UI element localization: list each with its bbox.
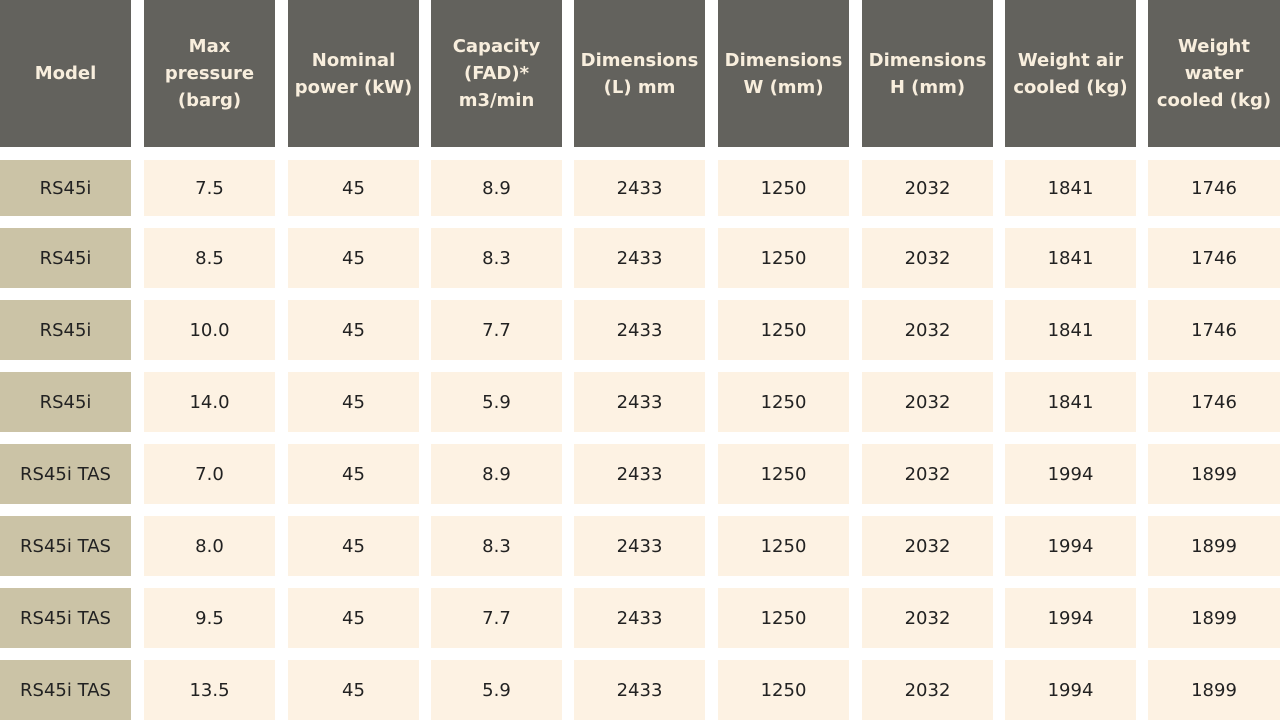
value-cell: 2032 xyxy=(862,300,993,360)
value-cell: 1746 xyxy=(1148,372,1280,432)
value-cell: 1899 xyxy=(1148,516,1280,576)
value-cell: 8.5 xyxy=(144,228,275,288)
value-cell: 2032 xyxy=(862,372,993,432)
model-cell: RS45i xyxy=(0,228,131,288)
value-cell: 1841 xyxy=(1005,300,1136,360)
value-cell: 2433 xyxy=(574,516,705,576)
value-cell: 1994 xyxy=(1005,444,1136,504)
value-cell: 1746 xyxy=(1148,300,1280,360)
value-cell: 1994 xyxy=(1005,660,1136,720)
value-cell: 8.9 xyxy=(431,444,562,504)
model-cell: RS45i TAS xyxy=(0,588,131,648)
value-cell: 1841 xyxy=(1005,160,1136,216)
value-cell: 2433 xyxy=(574,444,705,504)
value-cell: 8.3 xyxy=(431,228,562,288)
value-cell: 5.9 xyxy=(431,660,562,720)
value-cell: 2433 xyxy=(574,160,705,216)
value-cell: 2032 xyxy=(862,444,993,504)
value-cell: 7.0 xyxy=(144,444,275,504)
value-cell: 45 xyxy=(288,588,419,648)
value-cell: 10.0 xyxy=(144,300,275,360)
value-cell: 2032 xyxy=(862,660,993,720)
value-cell: 9.5 xyxy=(144,588,275,648)
value-cell: 1250 xyxy=(718,228,849,288)
value-cell: 1250 xyxy=(718,660,849,720)
value-cell: 14.0 xyxy=(144,372,275,432)
value-cell: 8.9 xyxy=(431,160,562,216)
model-cell: RS45i xyxy=(0,160,131,216)
value-cell: 8.3 xyxy=(431,516,562,576)
model-cell: RS45i TAS xyxy=(0,444,131,504)
value-cell: 8.0 xyxy=(144,516,275,576)
value-cell: 1994 xyxy=(1005,588,1136,648)
value-cell: 2032 xyxy=(862,228,993,288)
value-cell: 2032 xyxy=(862,160,993,216)
value-cell: 1841 xyxy=(1005,372,1136,432)
value-cell: 13.5 xyxy=(144,660,275,720)
value-cell: 1250 xyxy=(718,160,849,216)
value-cell: 45 xyxy=(288,516,419,576)
value-cell: 1250 xyxy=(718,588,849,648)
value-cell: 2433 xyxy=(574,300,705,360)
value-cell: 1746 xyxy=(1148,228,1280,288)
value-cell: 1899 xyxy=(1148,444,1280,504)
value-cell: 1841 xyxy=(1005,228,1136,288)
value-cell: 2433 xyxy=(574,588,705,648)
value-cell: 45 xyxy=(288,228,419,288)
header-cell: Capacity (FAD)* m3/min xyxy=(431,0,562,147)
header-cell: Max pressure (barg) xyxy=(144,0,275,147)
header-cell: Dimensions (L) mm xyxy=(574,0,705,147)
value-cell: 2032 xyxy=(862,588,993,648)
value-cell: 45 xyxy=(288,660,419,720)
model-cell: RS45i xyxy=(0,372,131,432)
model-cell: RS45i TAS xyxy=(0,660,131,720)
value-cell: 1250 xyxy=(718,372,849,432)
value-cell: 1746 xyxy=(1148,160,1280,216)
value-cell: 5.9 xyxy=(431,372,562,432)
model-cell: RS45i TAS xyxy=(0,516,131,576)
value-cell: 2433 xyxy=(574,228,705,288)
value-cell: 2433 xyxy=(574,372,705,432)
value-cell: 45 xyxy=(288,444,419,504)
header-cell: Dimensions H (mm) xyxy=(862,0,993,147)
value-cell: 7.7 xyxy=(431,588,562,648)
value-cell: 45 xyxy=(288,300,419,360)
header-cell: Model xyxy=(0,0,131,147)
value-cell: 7.7 xyxy=(431,300,562,360)
header-cell: Nominal power (kW) xyxy=(288,0,419,147)
header-cell: Weight air cooled (kg) xyxy=(1005,0,1136,147)
value-cell: 1250 xyxy=(718,300,849,360)
value-cell: 2433 xyxy=(574,660,705,720)
value-cell: 45 xyxy=(288,160,419,216)
value-cell: 1250 xyxy=(718,516,849,576)
header-cell: Dimensions W (mm) xyxy=(718,0,849,147)
header-cell: Weight water cooled (kg) xyxy=(1148,0,1280,147)
value-cell: 2032 xyxy=(862,516,993,576)
value-cell: 1994 xyxy=(1005,516,1136,576)
value-cell: 1899 xyxy=(1148,588,1280,648)
value-cell: 45 xyxy=(288,372,419,432)
value-cell: 7.5 xyxy=(144,160,275,216)
value-cell: 1899 xyxy=(1148,660,1280,720)
model-cell: RS45i xyxy=(0,300,131,360)
value-cell: 1250 xyxy=(718,444,849,504)
